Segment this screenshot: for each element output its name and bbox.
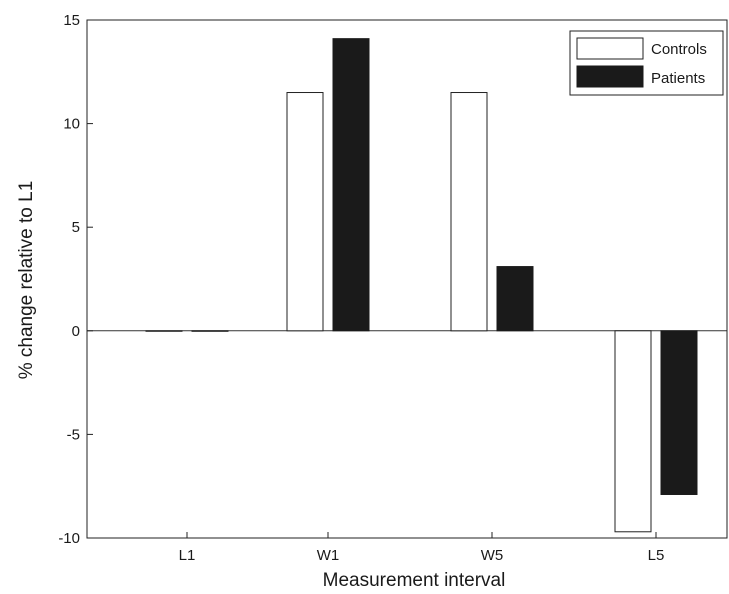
axes-box — [86, 19, 728, 539]
bars-group — [145, 38, 698, 533]
y-tick-label: 15 — [63, 12, 80, 29]
bar-patients-l1 — [191, 330, 229, 332]
legend-swatch-controls — [576, 37, 644, 60]
bar-controls-w5 — [450, 92, 488, 332]
x-tick-label: L5 — [648, 547, 665, 564]
x-axis-title: Measurement interval — [323, 570, 506, 591]
y-axis: -10 -5 0 5 10 15 — [58, 12, 93, 547]
legend: Controls Patients — [569, 30, 724, 96]
bar-controls-l5 — [614, 330, 652, 533]
bar-controls-w1 — [286, 92, 324, 332]
x-tick-label: W1 — [317, 547, 340, 564]
bar-patients-w5 — [496, 266, 534, 332]
legend-label-controls: Controls — [651, 41, 707, 58]
bar-patients-w1 — [332, 38, 370, 332]
y-tick-label: 5 — [72, 219, 80, 236]
y-tick-label: 10 — [63, 116, 80, 133]
plot-area — [86, 19, 728, 539]
y-tick-label: -10 — [58, 530, 80, 547]
y-axis-title: % change relative to L1 — [16, 181, 37, 380]
x-tick-label: W5 — [481, 547, 504, 564]
legend-swatch-patients — [576, 65, 644, 88]
y-tick-label: 0 — [72, 323, 80, 340]
x-axis: L1 W1 W5 L5 — [179, 532, 665, 564]
legend-label-patients: Patients — [651, 70, 705, 87]
x-tick-label: L1 — [179, 547, 196, 564]
bar-patients-l5 — [660, 330, 698, 495]
y-tick-label: -5 — [67, 426, 80, 443]
bar-controls-l1 — [145, 330, 183, 332]
